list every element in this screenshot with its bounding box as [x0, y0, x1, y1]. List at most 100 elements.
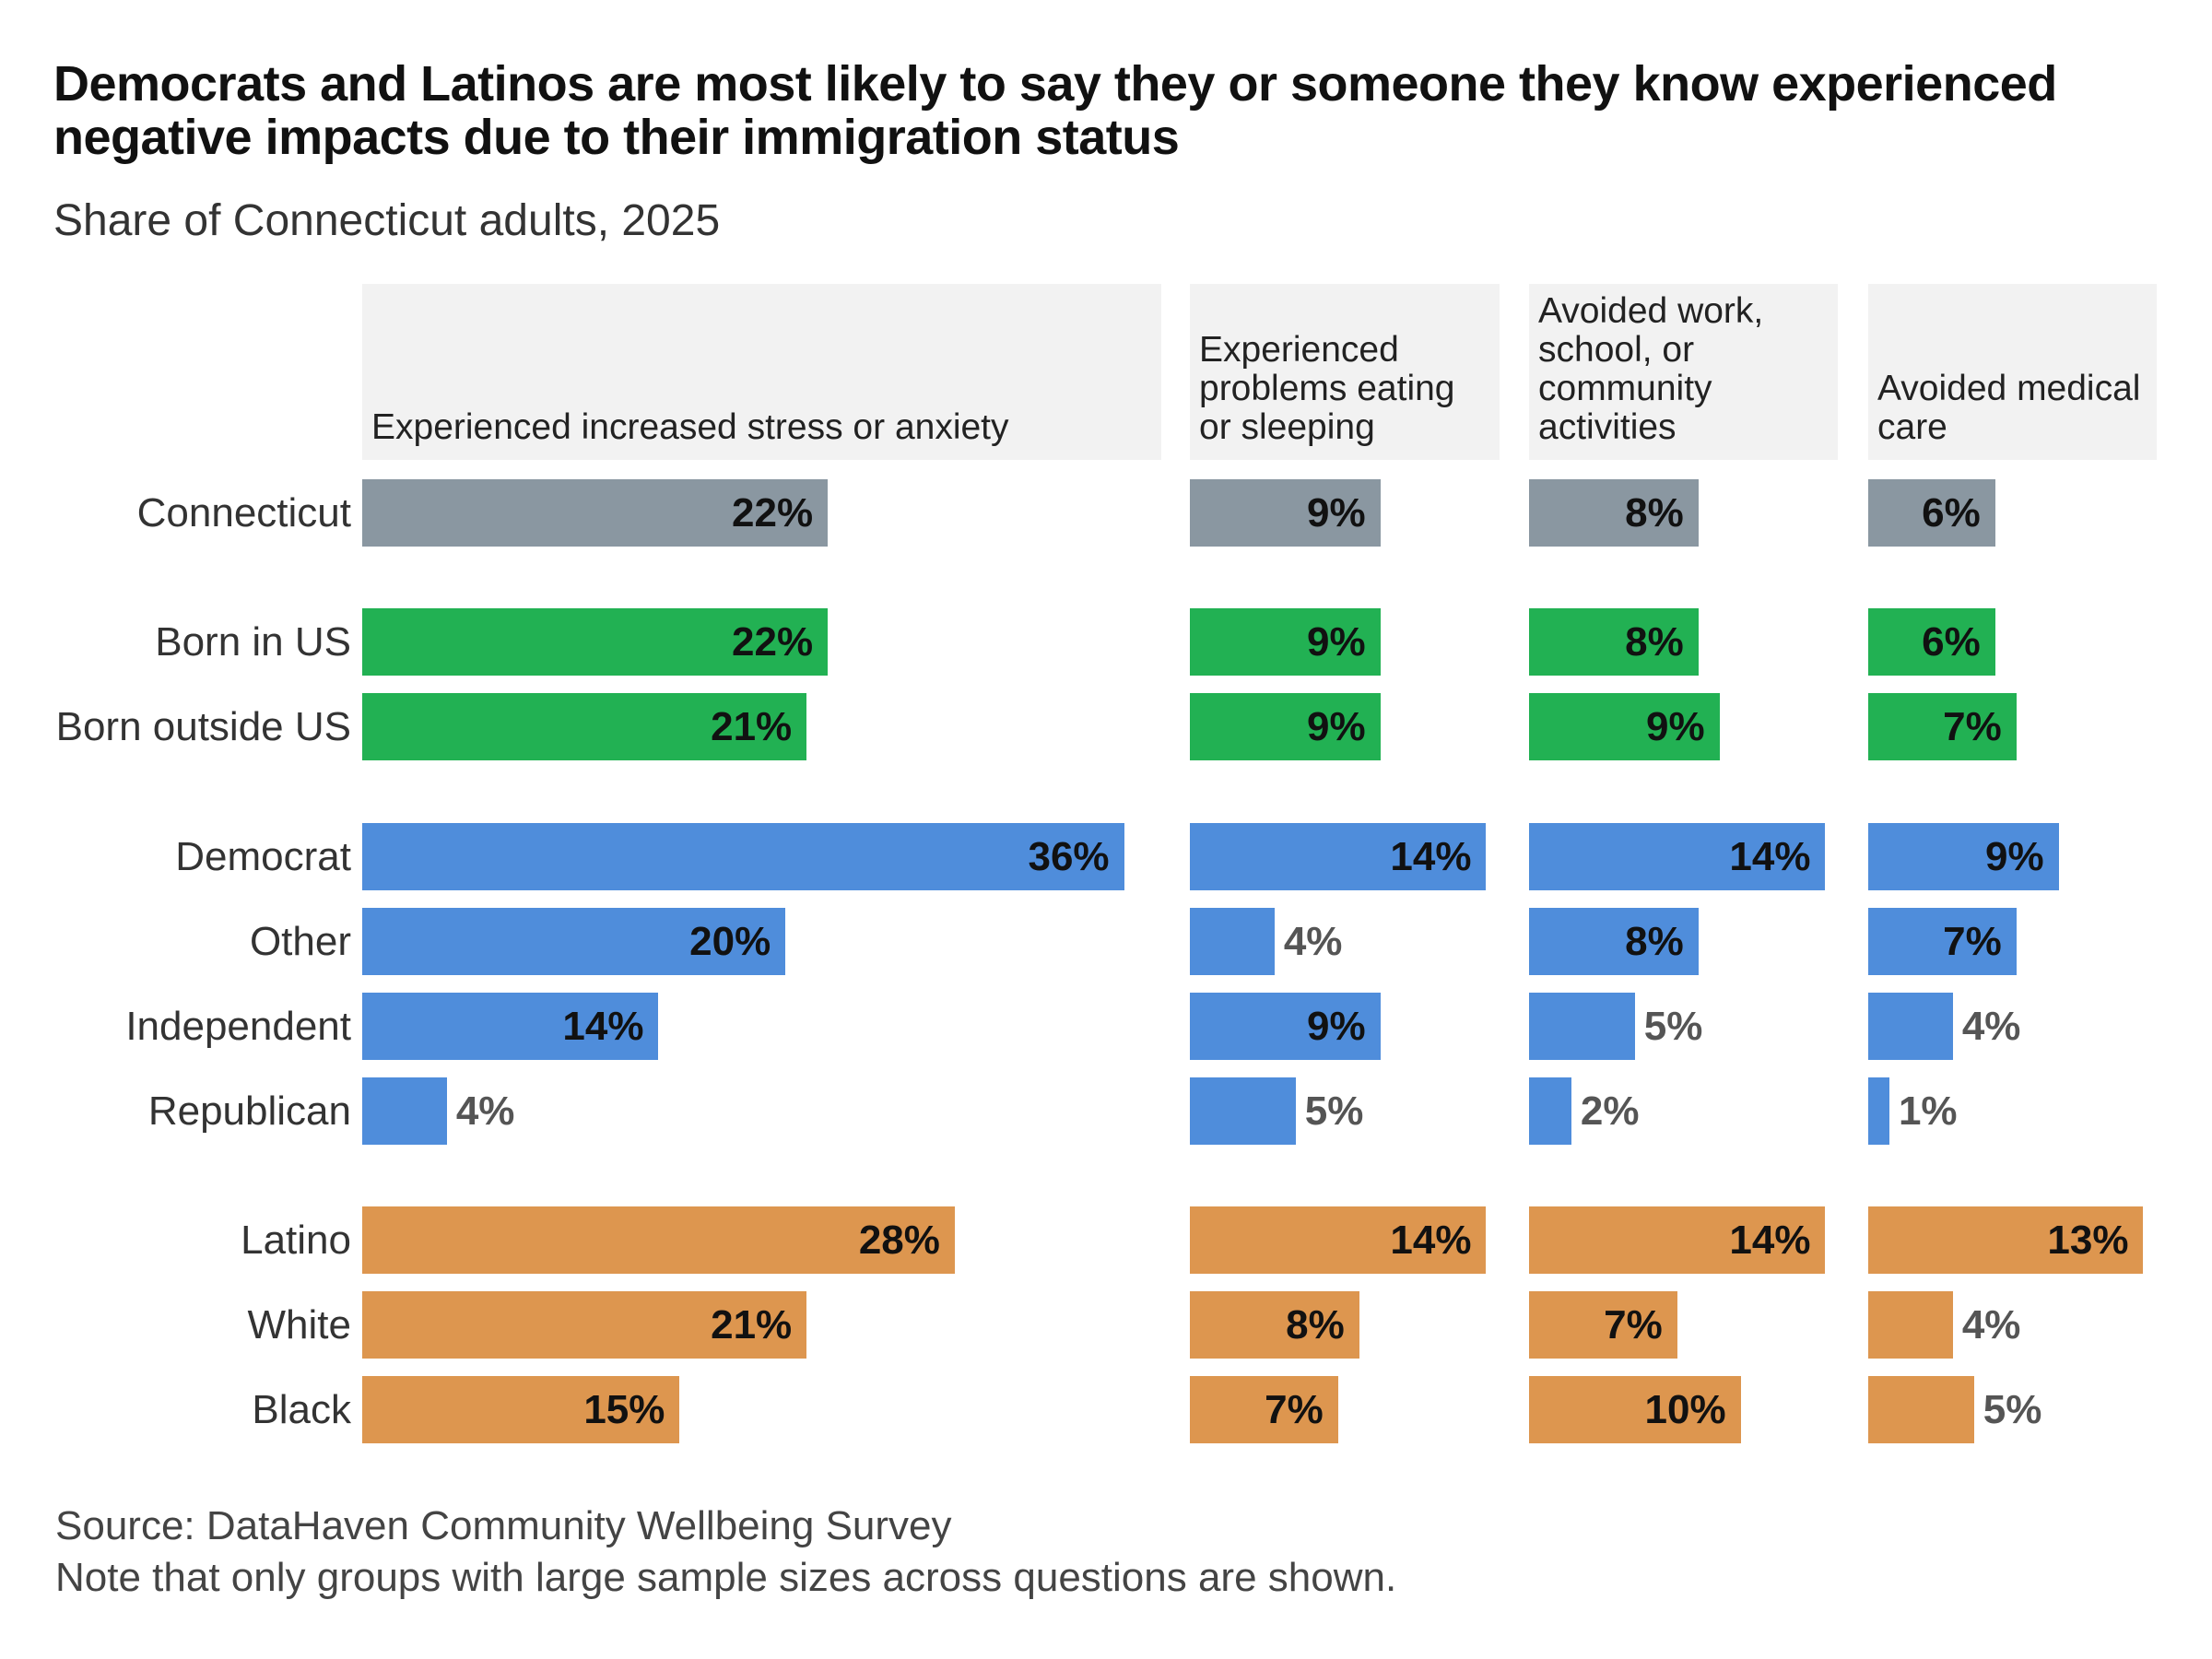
bar [1868, 1376, 1974, 1443]
data-label: 9% [1307, 1004, 1366, 1049]
data-label: 1% [1898, 1088, 1958, 1134]
row-label: White [247, 1302, 351, 1347]
bar [1190, 1376, 1338, 1443]
data-label: 9% [1646, 704, 1705, 749]
bar [362, 993, 659, 1060]
data-label: 13% [2047, 1218, 2129, 1263]
data-label: 7% [1943, 704, 2002, 749]
data-label: 10% [1644, 1387, 1726, 1432]
data-label: 14% [1390, 834, 1472, 879]
data-label: 28% [858, 1218, 940, 1263]
bar [1529, 1077, 1571, 1145]
data-label: 21% [711, 704, 793, 749]
chart-subtitle: Share of Connecticut adults, 2025 [53, 196, 721, 245]
bar [362, 823, 1124, 890]
data-label: 14% [562, 1004, 644, 1049]
row-label: Connecticut [136, 490, 351, 535]
note-text: Note that only groups with large sample … [55, 1555, 1397, 1600]
bar [1529, 608, 1699, 676]
bar [1868, 908, 2017, 975]
bar [1868, 608, 1995, 676]
row-label: Born outside US [55, 704, 351, 749]
data-label: 14% [1390, 1218, 1472, 1263]
data-label: 22% [732, 619, 814, 665]
row-label: Democrat [175, 834, 351, 879]
chart-title: Democrats and Latinos are most likely to… [53, 56, 2057, 165]
bar [362, 1376, 680, 1443]
data-label: 8% [1625, 490, 1684, 535]
row-label: Republican [147, 1088, 351, 1134]
bar [362, 1206, 955, 1274]
bar [1868, 693, 2017, 760]
bar [1190, 1291, 1359, 1359]
data-label: 4% [1283, 919, 1343, 964]
bar [1529, 823, 1826, 890]
data-label: 9% [1985, 834, 2044, 879]
bar [362, 479, 829, 547]
bar [1529, 1376, 1741, 1443]
row-label: Born in US [155, 619, 351, 665]
bar [1529, 1291, 1677, 1359]
bar [1529, 908, 1699, 975]
bar [362, 608, 829, 676]
panel-header: Avoided medical care [1868, 284, 2157, 460]
data-label: 5% [1643, 1004, 1703, 1049]
bar [1190, 479, 1381, 547]
data-label: 6% [1922, 619, 1981, 665]
data-label: 8% [1625, 919, 1684, 964]
data-label: 15% [583, 1387, 665, 1432]
bar [1868, 1206, 2144, 1274]
data-label: 8% [1625, 619, 1684, 665]
data-label: 9% [1307, 490, 1366, 535]
data-label: 7% [1604, 1302, 1663, 1347]
bar [1190, 993, 1381, 1060]
data-label: 5% [1304, 1088, 1364, 1134]
data-label: 21% [711, 1302, 793, 1347]
bar [1868, 1077, 1889, 1145]
data-label: 4% [1961, 1302, 2021, 1347]
panel-header: Experienced problems eating or sleeping [1190, 284, 1500, 460]
data-label: 36% [1028, 834, 1110, 879]
bar [1529, 1206, 1826, 1274]
panel-header-label: Avoided medical care [1877, 369, 2141, 447]
bar [362, 1291, 807, 1359]
bar [1190, 1077, 1296, 1145]
data-label: 9% [1307, 704, 1366, 749]
bar [1529, 693, 1720, 760]
panel-header: Experienced increased stress or anxiety [362, 284, 1161, 460]
panel-header-label: Experienced problems eating or sleeping [1199, 330, 1455, 447]
data-label: 7% [1943, 919, 2002, 964]
data-label: 20% [689, 919, 771, 964]
bar [1868, 1291, 1953, 1359]
bar [1868, 479, 1995, 547]
bar [1529, 993, 1635, 1060]
bar [1190, 823, 1487, 890]
bar [1190, 1206, 1487, 1274]
data-label: 22% [732, 490, 814, 535]
panel-header: Avoided work, school, or community activ… [1529, 284, 1838, 460]
source-text: Source: DataHaven Community Wellbeing Su… [55, 1503, 952, 1548]
row-label: Black [252, 1387, 351, 1432]
bar [1529, 479, 1699, 547]
row-label: Other [249, 919, 351, 964]
data-label: 14% [1729, 834, 1811, 879]
bar [1868, 993, 1953, 1060]
bar [1190, 908, 1275, 975]
bar [1190, 608, 1381, 676]
data-label: 7% [1265, 1387, 1324, 1432]
bar [362, 908, 786, 975]
panel-header-label: Avoided work, school, or community activ… [1538, 291, 1764, 447]
data-label: 4% [1961, 1004, 2021, 1049]
bar [1190, 693, 1381, 760]
bar [1868, 823, 2059, 890]
bar [362, 1077, 447, 1145]
data-label: 14% [1729, 1218, 1811, 1263]
bar [362, 693, 807, 760]
row-label: Independent [125, 1004, 351, 1049]
panel-header-label: Experienced increased stress or anxiety [371, 407, 1009, 447]
data-label: 4% [455, 1088, 515, 1134]
data-label: 2% [1580, 1088, 1640, 1134]
data-label: 5% [1983, 1387, 2042, 1432]
row-label: Latino [241, 1218, 351, 1263]
